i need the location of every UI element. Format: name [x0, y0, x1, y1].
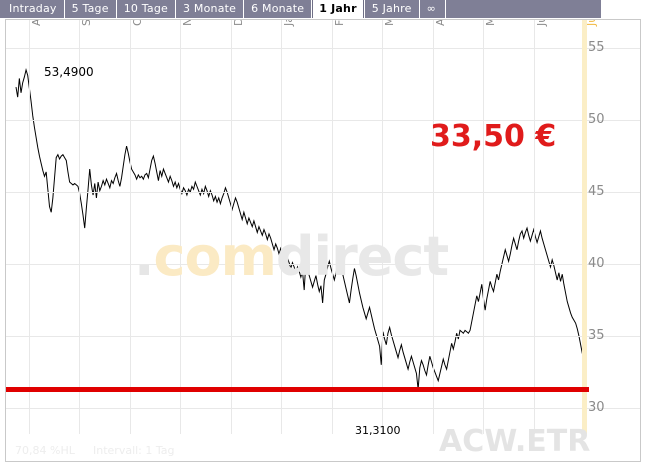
hgrid-55	[6, 48, 640, 49]
tab-5-jahre[interactable]: 5 Jahre	[364, 0, 419, 18]
y-axis-label-40: 40	[588, 256, 605, 271]
hgrid-35	[6, 336, 640, 337]
hgrid-45	[6, 192, 640, 193]
tab-bar-filler	[445, 0, 601, 18]
x-axis-label-nov: Nov	[181, 20, 194, 26]
x-axis-label-mär: Mär	[383, 20, 396, 26]
price-line-chart	[6, 20, 640, 461]
tab-10-tage[interactable]: 10 Tage	[116, 0, 176, 18]
watermark-com: com	[153, 225, 277, 288]
x-axis-label-jun: Jun	[535, 20, 548, 26]
vgrid-Sep	[79, 20, 80, 434]
vgrid-Jan	[281, 20, 282, 434]
tab-5-tage[interactable]: 5 Tage	[64, 0, 116, 18]
timeframe-tab-bar: Intraday 5 Tage 10 Tage 3 Monate 6 Monat…	[0, 0, 645, 19]
x-axis-label-jan: Jan	[282, 20, 295, 26]
x-axis-label-jul: Jul	[585, 19, 598, 26]
tab-6-monate[interactable]: 6 Monate	[244, 0, 312, 18]
x-axis-label-mai: Mai	[484, 20, 497, 26]
tab-intraday[interactable]: Intraday	[0, 0, 64, 18]
hgrid-40	[6, 264, 640, 265]
hgrid-50	[6, 120, 640, 121]
vgrid-current-Jul	[582, 20, 587, 434]
x-axis-label-dez: Dez	[232, 20, 245, 26]
status-high-low-percent: 70,84 %HL	[15, 444, 75, 457]
vgrid-Mai	[483, 20, 484, 434]
vgrid-Aug	[29, 20, 30, 434]
x-axis-label-aug: Aug	[30, 20, 43, 26]
y-axis-label-35: 35	[588, 328, 605, 343]
ticker-watermark: ACW.ETR	[439, 424, 591, 459]
vgrid-Apr	[433, 20, 434, 434]
vgrid-Okt	[130, 20, 131, 434]
y-axis-label-45: 45	[588, 184, 605, 199]
vgrid-Dez	[231, 20, 232, 434]
chart-frame: .comdirect ACW.ETR 53,4900 31,3100 33,50…	[5, 19, 641, 462]
y-axis-label-55: 55	[588, 40, 605, 55]
x-axis-label-apr: Apr	[434, 20, 447, 26]
vgrid-Nov	[180, 20, 181, 434]
comdirect-watermark: .comdirect	[134, 225, 449, 288]
price-series-line	[16, 70, 584, 389]
vgrid-Feb	[332, 20, 333, 434]
watermark-direct: direct	[275, 225, 449, 288]
tab-3-monate[interactable]: 3 Monate	[176, 0, 244, 18]
vgrid-Jun	[534, 20, 535, 434]
tab-1-jahr[interactable]: 1 Jahr	[312, 0, 364, 18]
watermark-dot: .	[134, 225, 154, 288]
vgrid-Mär	[382, 20, 383, 434]
chart-plot-area[interactable]: .comdirect ACW.ETR 53,4900 31,3100 33,50…	[6, 20, 640, 461]
y-axis-label-50: 50	[588, 112, 605, 127]
x-axis-label-okt: Okt	[131, 20, 144, 26]
chart-status-bar: 70,84 %HL Intervall: 1 Tag	[6, 440, 640, 461]
hgrid-30	[6, 408, 640, 409]
current-price-badge: 33,50 €	[430, 119, 557, 154]
y-axis-label-30: 30	[588, 400, 605, 415]
tab-max-infinity[interactable]: ∞	[419, 0, 445, 18]
high-price-label: 53,4900	[44, 65, 94, 79]
low-price-label: 31,3100	[355, 424, 401, 437]
x-axis-label-feb: Feb	[333, 20, 346, 26]
x-axis-label-sep: Sep	[80, 20, 93, 26]
tab-bar-endcap	[601, 0, 645, 18]
low-reference-line	[6, 387, 589, 392]
status-interval: Intervall: 1 Tag	[93, 444, 175, 457]
